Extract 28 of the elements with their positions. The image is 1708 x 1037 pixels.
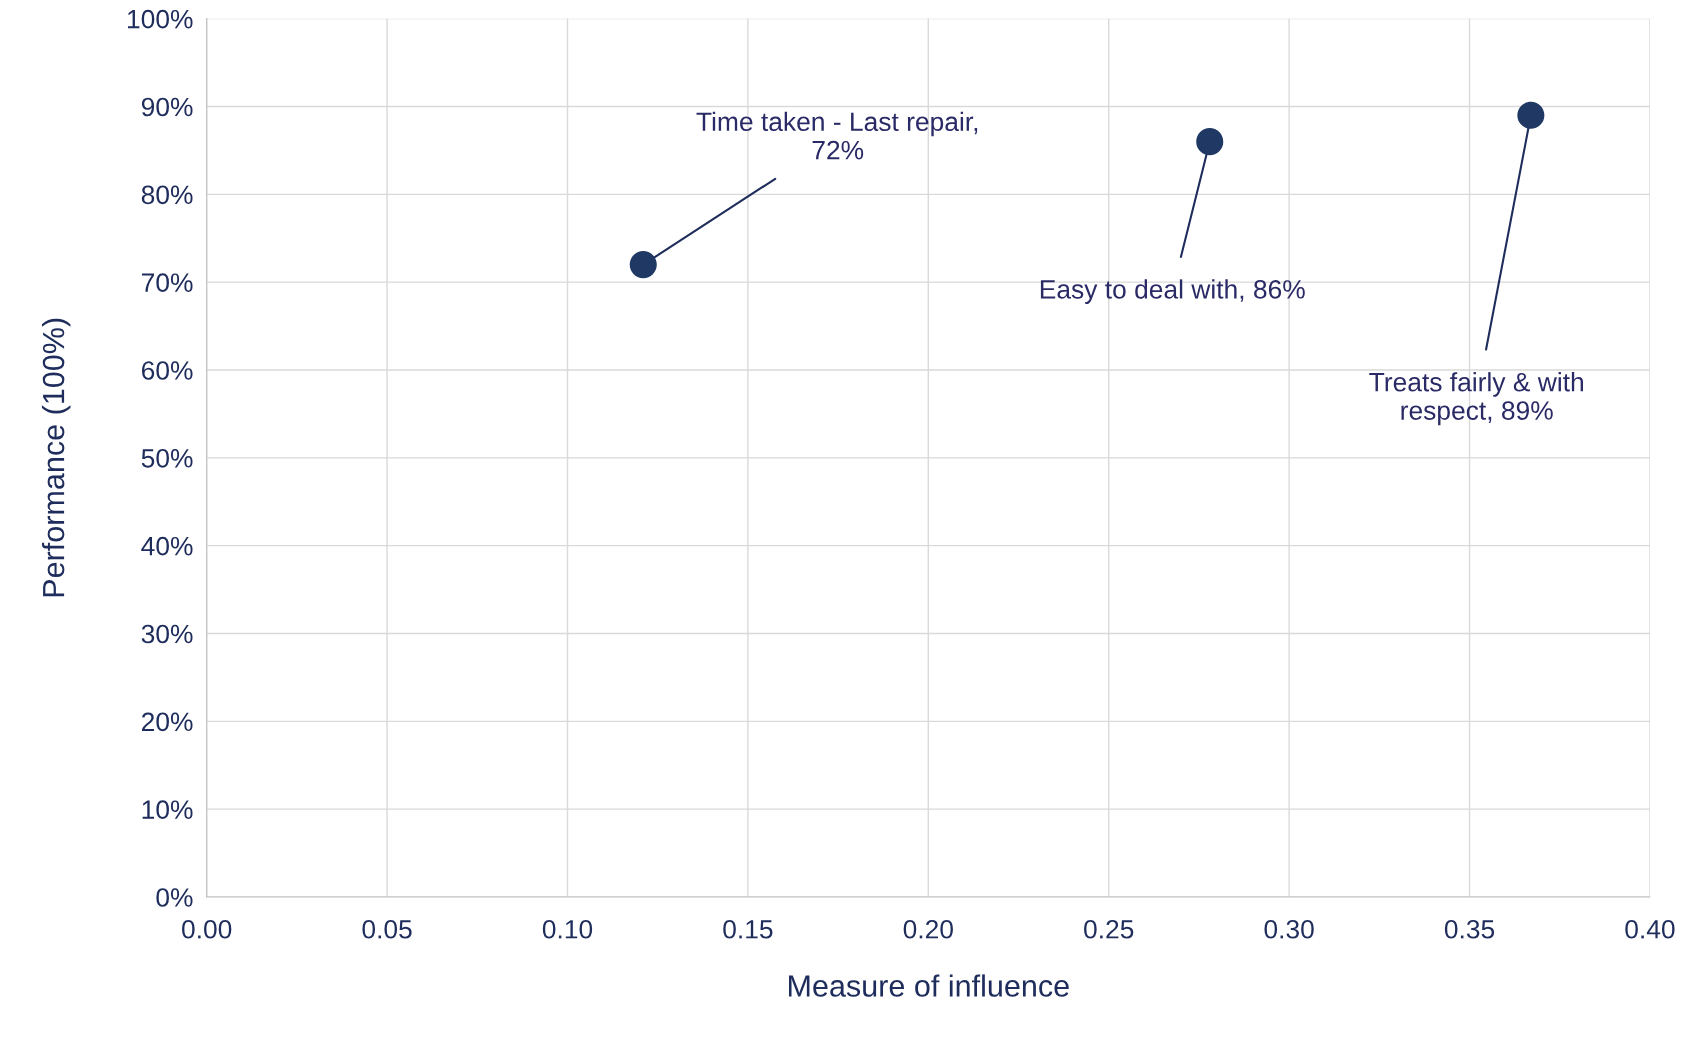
point [1196,128,1224,156]
y-tick-label: 0% [156,888,193,907]
point [1517,101,1545,129]
annotation: Easy to deal with, 86% [1040,279,1305,304]
annotation: Treats fairly & with respect, 89% [1369,372,1583,426]
y-axis-title: Performance (100%) [41,318,71,597]
x-tick-label: 0.30 [1264,919,1314,939]
y-tick-label: 80% [141,185,193,205]
y-tick-label: 30% [141,624,193,644]
point [629,251,657,279]
x-tick-label: 0.25 [1084,919,1134,939]
x-tick-label: 0.00 [182,919,232,939]
x-tick-label: 0.10 [542,919,593,939]
y-tick-label: 60% [142,361,193,380]
y-tick-label: 50% [141,448,193,468]
y-tick-label: 40% [141,536,193,556]
y-tick-label: 10% [142,800,193,819]
x-tick-label: 0.40 [1625,919,1675,939]
x-tick-label: 0.05 [362,919,412,939]
y-tick-label: 70% [142,273,193,292]
y-tick-label: 90% [141,97,193,117]
x-tick-label: 0.20 [903,919,953,939]
annotation: Time taken - Last repair, 72% [696,111,978,160]
x-axis-title: Measure of influence [788,974,1069,997]
x-tick-label: 0.35 [1444,919,1495,939]
x-tick-label: 0.15 [723,919,773,939]
y-tick-label: 20% [141,712,193,732]
y-tick-label: 100% [128,9,193,29]
